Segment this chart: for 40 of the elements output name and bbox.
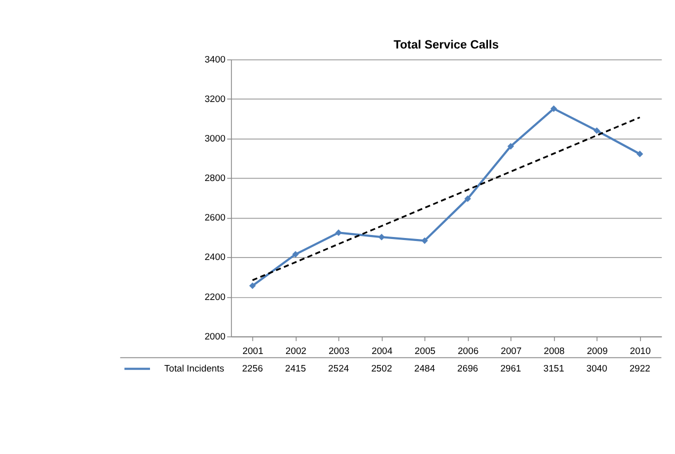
y-tick-label: 3200 [204, 94, 226, 104]
data-label: 2484 [414, 363, 436, 374]
x-tick-label: 2006 [458, 346, 479, 356]
x-tick-label: 2001 [242, 346, 264, 356]
y-tick-label: 3000 [204, 134, 226, 144]
y-tick-label: 3400 [204, 54, 226, 64]
x-tick-label: 2009 [586, 346, 608, 356]
x-tick-label: 2008 [544, 346, 565, 356]
point [464, 195, 471, 202]
data-label: 3040 [586, 363, 608, 374]
y-tick-label: 2600 [204, 212, 226, 223]
data-label: 3151 [543, 363, 564, 374]
chart-title: Total Service Calls [394, 37, 500, 52]
point [594, 127, 600, 134]
point [507, 142, 514, 150]
x-tick-label: 2003 [328, 346, 350, 356]
x-tick-label: 2004 [372, 346, 392, 356]
data-label: 2922 [629, 363, 650, 374]
point [550, 105, 558, 112]
data-label: 2502 [371, 363, 392, 374]
x-tick-label: 2010 [630, 346, 651, 356]
x-tick-label: 2007 [500, 346, 522, 356]
legend-label: Total Incidents [164, 363, 224, 374]
x-tick-label: 2005 [414, 346, 436, 356]
y-tick-label: 2000 [204, 331, 226, 342]
point [421, 237, 428, 244]
point [335, 229, 342, 236]
point [249, 282, 256, 290]
data-label: 2415 [285, 363, 306, 374]
x-tick-label: 2002 [286, 346, 306, 356]
point [378, 234, 385, 240]
point [292, 250, 299, 258]
point [636, 150, 644, 158]
y-tick-label: 2400 [204, 252, 226, 262]
y-tick-label: 2800 [204, 173, 226, 184]
y-tick-label: 2200 [204, 292, 226, 302]
data-label: 2696 [457, 363, 478, 374]
data-label: 2256 [242, 363, 263, 374]
data-label: 2961 [500, 363, 522, 374]
data-label: 2524 [328, 363, 349, 374]
